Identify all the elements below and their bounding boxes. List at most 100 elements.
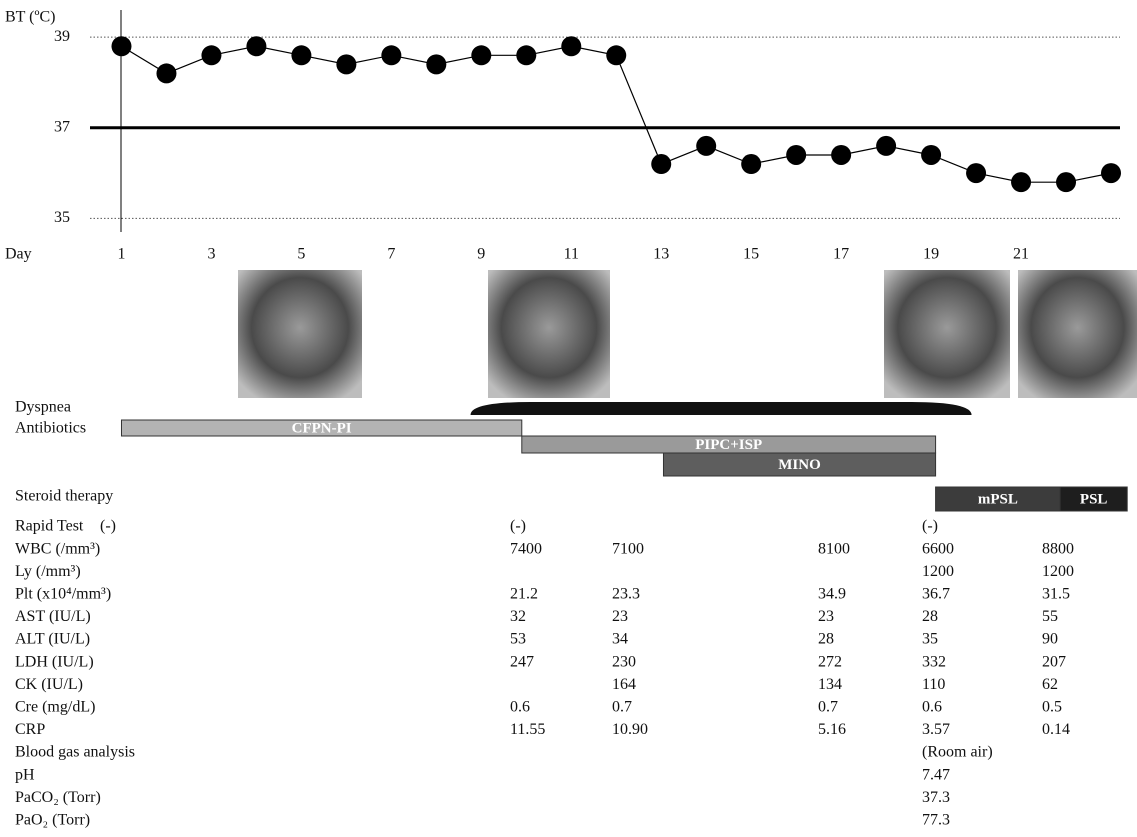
table-cell: 90	[1042, 631, 1058, 648]
point	[966, 163, 986, 183]
x-tick-label: 11	[564, 246, 579, 263]
table-cell: (-)	[510, 518, 526, 535]
point	[876, 136, 896, 156]
table-cell: 332	[922, 653, 946, 670]
table-cell: 272	[818, 653, 842, 670]
point	[606, 45, 626, 65]
x-tick-label: 1	[117, 246, 125, 263]
x-tick-label: 5	[297, 246, 305, 263]
table-cell: 207	[1042, 653, 1066, 670]
table-cell: 34.9	[818, 585, 846, 602]
x-tick-label: 3	[207, 246, 215, 263]
row-label: CRP	[15, 721, 45, 738]
point	[426, 54, 446, 74]
table-cell: 23	[818, 608, 834, 625]
row-label: PaCO₂ (Torr)	[15, 789, 101, 806]
dyspnea-bar	[471, 402, 972, 415]
table-cell: 247	[510, 653, 534, 670]
x-ray	[1018, 270, 1137, 398]
x-axis-label: Day	[5, 246, 32, 263]
therapy-label: CFPN-PI	[292, 420, 352, 436]
table-cell: 37.3	[922, 789, 950, 806]
therapy-label: PSL	[1080, 491, 1108, 507]
point	[1011, 172, 1031, 192]
y-tick-label: 35	[54, 209, 70, 226]
table-cell: 0.14	[1042, 721, 1070, 738]
point	[336, 54, 356, 74]
x-tick-label: 9	[477, 246, 485, 263]
table-cell: 1200	[922, 563, 954, 580]
point	[831, 145, 851, 165]
x-ray	[884, 270, 1010, 398]
table-cell: 23	[612, 608, 628, 625]
table-cell: 0.6	[922, 698, 942, 715]
table-cell: 77.3	[922, 811, 950, 828]
point	[696, 136, 716, 156]
table-cell: 8100	[818, 540, 850, 557]
table-cell: 10.90	[612, 721, 648, 738]
y-tick-label: 37	[54, 118, 70, 135]
table-cell: 35	[922, 631, 938, 648]
table-cell: 11.55	[510, 721, 545, 738]
row-label: LDH (IU/L)	[15, 653, 94, 670]
table-cell: 1200	[1042, 563, 1074, 580]
dyspnea-label: Dyspnea	[15, 399, 71, 416]
row-label: pH	[15, 766, 35, 783]
x-tick-label: 19	[923, 246, 939, 263]
row-label: Cre (mg/dL)	[15, 698, 95, 715]
row-label: Rapid Test	[15, 518, 84, 535]
x-tick-label: 17	[833, 246, 849, 263]
row-label: CK (IU/L)	[15, 676, 83, 693]
x-tick-label: 15	[743, 246, 759, 263]
point	[651, 154, 671, 174]
antibiotics-label: Antibiotics	[15, 420, 86, 437]
table-cell: (-)	[100, 518, 116, 535]
table-cell: 8800	[1042, 540, 1074, 557]
row-label: Ly (/mm³)	[15, 563, 81, 580]
table-cell: 34	[612, 631, 628, 648]
table-cell: 28	[922, 608, 938, 625]
point	[291, 45, 311, 65]
point	[471, 45, 491, 65]
point	[741, 154, 761, 174]
x-tick-label: 13	[653, 246, 669, 263]
point	[921, 145, 941, 165]
table-cell: 0.5	[1042, 698, 1062, 715]
table-cell: 21.2	[510, 585, 538, 602]
table-cell: 6600	[922, 540, 954, 557]
row-label: PaO₂ (Torr)	[15, 811, 90, 828]
table-cell: 134	[818, 676, 842, 693]
point	[381, 45, 401, 65]
row-label: AST (IU/L)	[15, 608, 91, 625]
table-cell: 164	[612, 676, 636, 693]
steroid-label: Steroid therapy	[15, 488, 113, 505]
point	[111, 36, 131, 56]
point	[1101, 163, 1121, 183]
point	[246, 36, 266, 56]
table-cell: 0.7	[818, 698, 838, 715]
point	[786, 145, 806, 165]
table-cell: 7100	[612, 540, 644, 557]
row-label: ALT (IU/L)	[15, 631, 90, 648]
series-line	[121, 46, 1111, 182]
x-tick-label: 21	[1013, 246, 1029, 263]
table-cell: 3.57	[922, 721, 950, 738]
point	[561, 36, 581, 56]
therapy-label: mPSL	[978, 491, 1018, 507]
table-cell: (-)	[922, 518, 938, 535]
table-cell: 62	[1042, 676, 1058, 693]
y-tick-label: 39	[54, 28, 70, 45]
x-ray	[488, 270, 610, 398]
table-cell: 32	[510, 608, 526, 625]
table-cell: 7.47	[922, 766, 950, 783]
figure: BT (ºC) Day Dyspnea Antibiotics Steroid …	[0, 0, 1137, 837]
table-cell: 28	[818, 631, 834, 648]
table-cell: 7400	[510, 540, 542, 557]
table-cell: 0.7	[612, 698, 632, 715]
table-cell: 5.16	[818, 721, 846, 738]
table-cell: 23.3	[612, 585, 640, 602]
row-label: Plt (x10⁴/mm³)	[15, 585, 111, 602]
point	[1056, 172, 1076, 192]
table-cell: 0.6	[510, 698, 530, 715]
row-label: WBC (/mm³)	[15, 540, 100, 557]
